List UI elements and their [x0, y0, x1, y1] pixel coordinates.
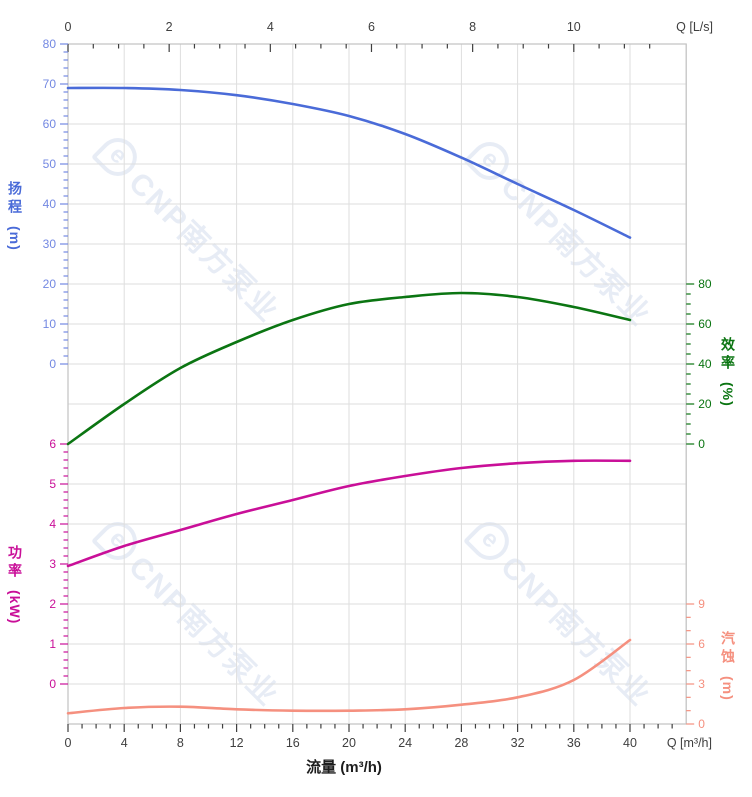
svg-text:24: 24: [398, 736, 412, 750]
svg-text:8: 8: [469, 20, 476, 34]
svg-text:0: 0: [698, 437, 705, 451]
svg-text:5: 5: [49, 477, 56, 491]
svg-text:80: 80: [698, 277, 712, 291]
npsh-axis-name: 汽蚀: [720, 631, 736, 667]
svg-text:80: 80: [43, 37, 57, 51]
svg-text:40: 40: [698, 357, 712, 371]
head-axis-unit: (m): [7, 226, 23, 251]
svg-text:50: 50: [43, 157, 57, 171]
svg-text:4: 4: [121, 736, 128, 750]
performance-curves: [66, 86, 632, 715]
svg-text:20: 20: [698, 397, 712, 411]
grid-lines: [67, 43, 687, 725]
head-axis-title: 扬程 (m): [7, 181, 23, 251]
axis-tick-labels: 0 2 4 6 8 100 4 8 12 16 20 24 28 32 36 4001020304050607…: [43, 20, 712, 750]
svg-text:60: 60: [698, 317, 712, 331]
svg-text:12: 12: [230, 736, 244, 750]
svg-text:28: 28: [454, 736, 468, 750]
power-axis-title: 功率 (kW): [7, 545, 23, 625]
svg-text:2: 2: [49, 597, 56, 611]
svg-text:60: 60: [43, 117, 57, 131]
svg-text:0: 0: [49, 677, 56, 691]
curve-power: [66, 459, 632, 568]
svg-text:10: 10: [567, 20, 581, 34]
svg-text:1: 1: [49, 637, 56, 651]
svg-text:4: 4: [267, 20, 274, 34]
svg-text:Q [m³/h]: Q [m³/h]: [667, 736, 712, 750]
svg-text:6: 6: [49, 437, 56, 451]
power-axis-name: 功率: [7, 545, 23, 581]
efficiency-axis-unit: (%): [720, 382, 736, 407]
svg-text:40: 40: [623, 736, 637, 750]
svg-text:32: 32: [511, 736, 525, 750]
svg-text:6: 6: [698, 637, 705, 651]
svg-text:30: 30: [43, 237, 57, 251]
svg-text:3: 3: [698, 677, 705, 691]
svg-text:0: 0: [65, 20, 72, 34]
efficiency-axis-name: 效率: [720, 337, 736, 373]
head-axis-name: 扬程: [7, 181, 23, 217]
svg-text:4: 4: [49, 517, 56, 531]
svg-text:8: 8: [177, 736, 184, 750]
svg-text:16: 16: [286, 736, 300, 750]
svg-text:40: 40: [43, 197, 57, 211]
curve-head: [66, 86, 632, 239]
efficiency-axis-title: 效率 (%): [720, 337, 736, 407]
svg-text:20: 20: [43, 277, 57, 291]
svg-text:0: 0: [698, 717, 705, 731]
svg-text:Q [L/s]: Q [L/s]: [676, 20, 713, 34]
svg-text:6: 6: [368, 20, 375, 34]
power-axis-unit: (kW): [7, 590, 23, 625]
svg-text:20: 20: [342, 736, 356, 750]
curve-efficiency: [66, 291, 632, 446]
svg-text:36: 36: [567, 736, 581, 750]
npsh-axis-title: 汽蚀 (m): [720, 631, 736, 701]
x-axis-title: 流量 (m³/h): [306, 759, 382, 776]
svg-text:0: 0: [65, 736, 72, 750]
svg-text:9: 9: [698, 597, 705, 611]
svg-text:0: 0: [49, 357, 56, 371]
svg-text:10: 10: [43, 317, 57, 331]
axis-ticks: [60, 43, 695, 732]
svg-text:2: 2: [166, 20, 173, 34]
svg-text:3: 3: [49, 557, 56, 571]
curve-npsh: [66, 638, 632, 715]
svg-text:70: 70: [43, 77, 57, 91]
plot-frame: [67, 43, 687, 725]
npsh-axis-unit: (m): [720, 676, 736, 701]
axis-unit-labels: Q [L/s] Q [m³/h]: [667, 20, 713, 750]
